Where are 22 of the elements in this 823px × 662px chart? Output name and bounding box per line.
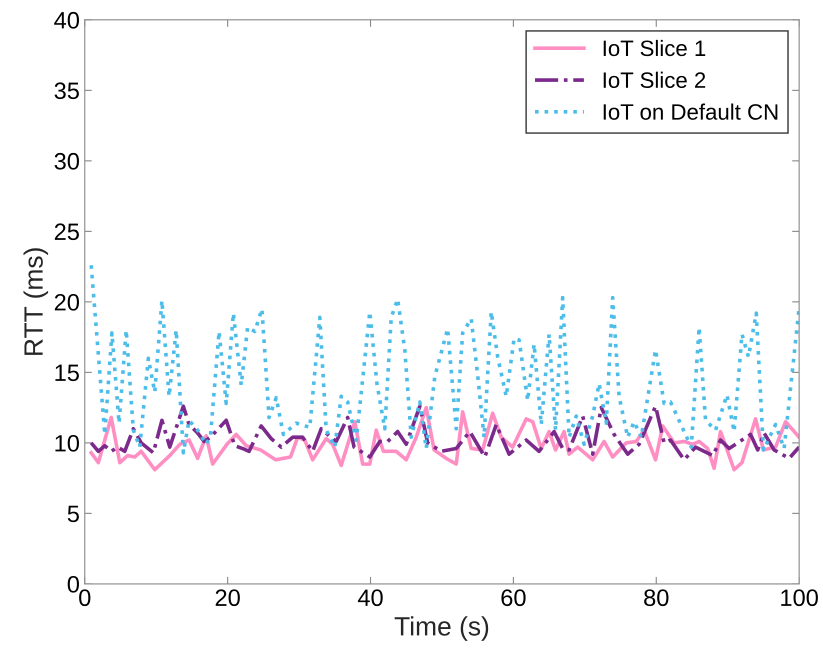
y-tick-label: 30 [54,152,79,170]
y-tick-label: 15 [55,364,79,382]
y-tick-label: 40 [54,12,79,29]
x-tick-label: 20 [216,589,240,606]
legend-label: IoT on Default CN [604,104,778,120]
y-axis-title: RTT (ms) [23,248,48,355]
y-tick-label: 5 [68,506,79,522]
legend-label: IoT Slice 2 [604,72,706,88]
line-series [89,404,800,462]
x-axis-title: Time (s) [394,616,488,641]
legend-label: IoT Slice 1 [604,40,706,56]
line-series [89,263,800,455]
y-tick-label: 25 [54,223,79,240]
y-tick-label: 0 [68,576,79,593]
x-tick-label: 60 [501,589,526,606]
y-tick-label: 10 [55,434,79,452]
x-tick-label: 0 [79,589,90,606]
y-tick-label: 35 [54,82,79,100]
x-tick-label: 100 [781,589,818,606]
y-tick-label: 20 [54,294,79,311]
x-tick-label: 80 [644,589,668,606]
x-tick-label: 40 [358,589,383,606]
